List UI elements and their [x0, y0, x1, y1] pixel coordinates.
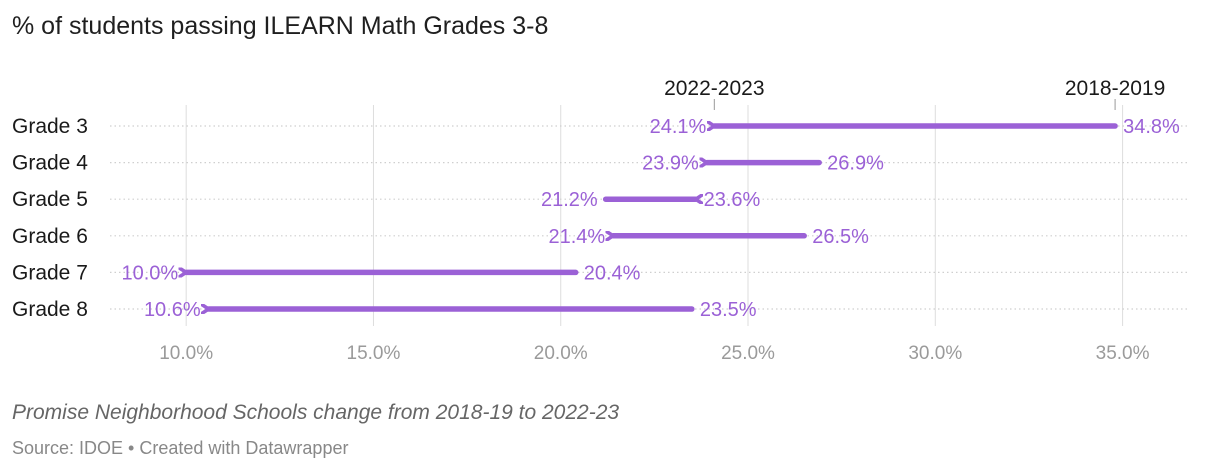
source-label: Source: IDOE: [12, 438, 124, 458]
x-tick-label: 35.0%: [1096, 343, 1150, 364]
category-label: Grade 4: [12, 152, 88, 175]
data-labels: 24.1% 34.8% 23.9% 26.9% 23.6% 21.2% 21.4% 26.5%…: [121, 116, 1180, 321]
value-label-end: 21.4%: [548, 226, 605, 248]
grid-lines: [185, 105, 1124, 326]
category-label: Grade 7: [12, 261, 88, 284]
value-label-end: 10.0%: [121, 262, 178, 284]
value-label-start: 26.5%: [812, 226, 869, 248]
arrows: [186, 126, 1118, 309]
legend-label: 2022-2023: [664, 77, 764, 100]
chart-footer: Source: IDOE • Created with Datawrapper: [12, 438, 348, 459]
value-label-start: 23.5%: [700, 299, 757, 321]
value-label-start: 21.2%: [541, 189, 598, 211]
value-label-end: 23.9%: [642, 153, 699, 175]
category-label: Grade 3: [12, 115, 88, 138]
x-tick-label: 10.0%: [159, 343, 213, 364]
category-label: Grade 5: [12, 188, 88, 211]
x-tick-label: 20.0%: [534, 343, 588, 364]
value-label-end: 24.1%: [650, 116, 707, 138]
x-tick-label: 15.0%: [347, 343, 401, 364]
legend: 2022-2023 2018-2019: [664, 77, 1165, 110]
category-label: Grade 8: [12, 298, 88, 321]
value-label-end: 10.6%: [144, 299, 201, 321]
category-rows: Grade 3 Grade 4 Grade 5 Grade 6 Grade 7 Grade…: [12, 115, 1190, 321]
x-axis-ticks: 10.0% 15.0% 20.0% 25.0% 30.0% 35.0%: [159, 343, 1149, 364]
category-label: Grade 6: [12, 225, 88, 248]
x-tick-label: 25.0%: [721, 343, 775, 364]
footer-separator: •: [123, 438, 140, 458]
value-label-start: 34.8%: [1123, 116, 1180, 138]
legend-label: 2018-2019: [1065, 77, 1165, 100]
value-label-start: 20.4%: [584, 262, 641, 284]
arrow-chart: Grade 3 Grade 4 Grade 5 Grade 6 Grade 7 Grade…: [12, 77, 1190, 364]
x-tick-label: 30.0%: [908, 343, 962, 364]
chart-subtitle: Promise Neighborhood Schools change from…: [12, 401, 620, 424]
value-label-end: 23.6%: [704, 189, 761, 211]
credit-link[interactable]: Created with Datawrapper: [139, 438, 349, 458]
value-label-start: 26.9%: [827, 153, 884, 175]
chart-title: % of students passing ILEARN Math Grades…: [12, 12, 549, 40]
